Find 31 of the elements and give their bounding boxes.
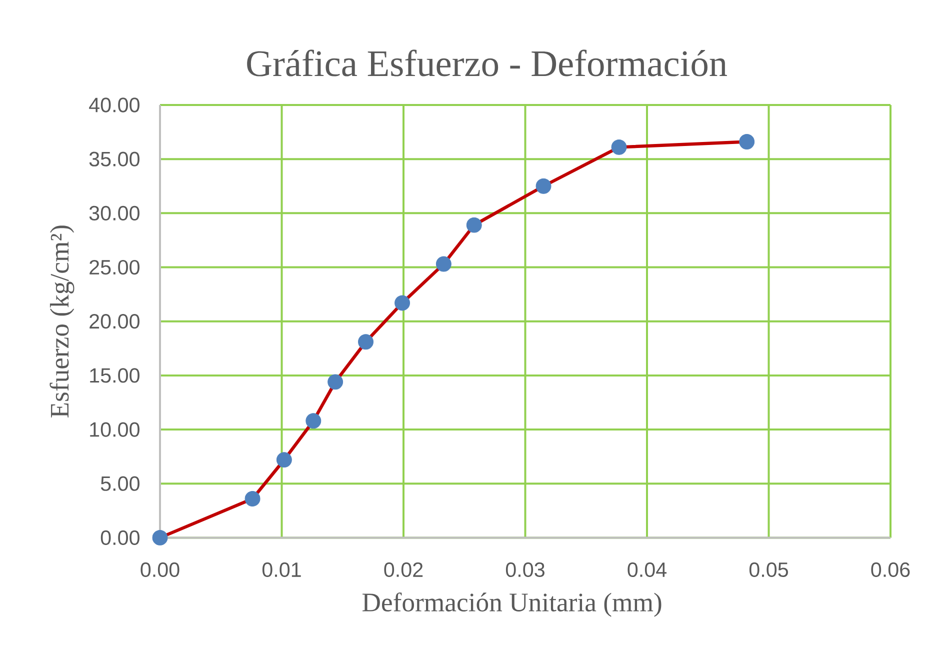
y-axis-title: Esfuerzo (kg/cm²) bbox=[50, 226, 74, 418]
point bbox=[536, 178, 552, 194]
x-tick-label: 0.05 bbox=[749, 562, 788, 578]
point bbox=[611, 139, 627, 155]
x-tick-label: 0.02 bbox=[384, 562, 423, 578]
y-tick-label: 25.00 bbox=[90, 260, 140, 275]
y-tick-label: 40.00 bbox=[89, 98, 140, 112]
point bbox=[436, 256, 452, 272]
point bbox=[152, 530, 168, 546]
x-tick-label: 0.01 bbox=[262, 562, 301, 578]
point bbox=[394, 295, 410, 311]
point bbox=[328, 374, 344, 390]
x-tick-label: 0.00 bbox=[140, 562, 180, 578]
point bbox=[306, 413, 322, 429]
point bbox=[739, 134, 755, 150]
x-axis-title: Deformación Unitaria (mm) bbox=[362, 592, 662, 617]
x-tick-label: 0.06 bbox=[871, 562, 910, 578]
point bbox=[276, 452, 292, 468]
chart-title: Gráfica Esfuerzo - Deformación bbox=[247, 50, 727, 76]
x-tick-label: 0.03 bbox=[506, 562, 544, 578]
y-tick-label: 0.00 bbox=[100, 530, 140, 546]
y-tick-label: 30.00 bbox=[89, 206, 140, 220]
y-tick-label: 35.00 bbox=[89, 152, 140, 166]
x-tick-label: 0.04 bbox=[628, 562, 667, 578]
point bbox=[358, 334, 374, 350]
y-tick-label: 10.00 bbox=[90, 422, 140, 437]
y-tick-label: 5.00 bbox=[100, 476, 140, 491]
y-tick-label: 15.00 bbox=[90, 368, 140, 383]
point bbox=[244, 491, 260, 506]
y-tick-label: 20.00 bbox=[90, 314, 140, 329]
point bbox=[466, 217, 482, 233]
